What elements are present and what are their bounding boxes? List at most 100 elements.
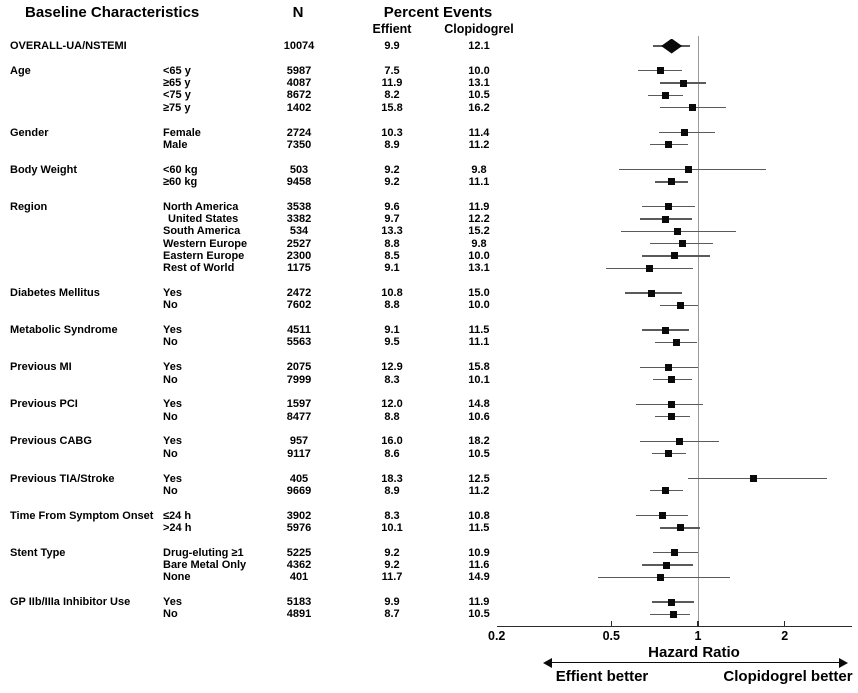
point-estimate-marker (677, 524, 685, 532)
clopidogrel-value: 12.5 (468, 472, 490, 485)
effient-value: 9.9 (384, 596, 400, 609)
clopidogrel-value: 11.1 (468, 175, 490, 188)
n-value: 8672 (286, 89, 312, 102)
subgroup-label: Yes (163, 596, 182, 609)
clopidogrel-value: 11.2 (468, 484, 490, 497)
point-estimate-marker (665, 450, 673, 458)
x-axis-tick-label: 2 (781, 629, 789, 643)
group-label: Previous MI (10, 361, 72, 374)
effient-value: 8.6 (384, 447, 400, 460)
clopidogrel-value: 15.2 (468, 225, 490, 238)
effient-value: 15.8 (381, 101, 403, 114)
clopidogrel-value: 10.0 (468, 249, 490, 262)
subgroup-label: ≥75 y (163, 101, 191, 114)
subgroup-label: None (163, 571, 191, 584)
n-value: 503 (289, 163, 309, 176)
x-axis-tick (697, 620, 699, 626)
point-estimate-marker (665, 363, 673, 371)
subgroup-label: No (163, 447, 178, 460)
x-axis-tick (610, 620, 612, 626)
effient-value: 9.2 (384, 175, 400, 188)
subgroup-label: <75 y (163, 89, 191, 102)
overall-diamond-marker (661, 38, 683, 54)
n-value: 1597 (286, 398, 312, 411)
n-value: 4087 (286, 77, 312, 90)
effient-value: 11.9 (381, 77, 403, 90)
n-value: 7602 (286, 299, 312, 312)
ci-line (598, 576, 730, 578)
point-estimate-marker (679, 79, 687, 87)
n-value: 5987 (286, 64, 312, 77)
group-label: Previous CABG (10, 435, 92, 448)
point-estimate-marker (661, 215, 669, 223)
clopidogrel-value: 11.9 (468, 200, 490, 213)
n-value: 2724 (286, 126, 312, 139)
group-label: Diabetes Mellitus (10, 287, 100, 299)
clopidogrel-value: 10.1 (468, 373, 490, 386)
effient-value: 8.8 (384, 299, 400, 312)
n-value: 1175 (287, 262, 311, 275)
clopidogrel-value: 18.2 (468, 435, 490, 448)
effient-value: 10.8 (381, 287, 403, 299)
n-value: 2527 (286, 237, 312, 250)
clopidogrel-value: 9.8 (471, 237, 487, 250)
point-estimate-marker (665, 203, 673, 211)
point-estimate-marker (668, 598, 676, 606)
clopidogrel-value: 11.9 (468, 596, 490, 609)
subgroup-label: No (163, 608, 178, 621)
effient-value: 18.3 (381, 472, 403, 485)
n-value: 957 (289, 435, 309, 448)
n-value: 3902 (286, 509, 312, 522)
group-label: Body Weight (10, 163, 78, 176)
group-label: Gender (10, 126, 49, 139)
group-label: OVERALL-UA/NSTEMI (10, 40, 127, 52)
n-value: 4511 (287, 324, 311, 337)
subgroup-label: Female (163, 126, 201, 139)
column-header-percent-events: Percent Events (383, 4, 493, 21)
effient-value: 7.5 (384, 64, 400, 77)
subgroup-label: Yes (163, 361, 182, 374)
point-estimate-marker (668, 413, 676, 421)
point-estimate-marker (646, 264, 654, 272)
clopidogrel-value: 12.1 (468, 40, 490, 52)
n-value: 9669 (286, 484, 312, 497)
point-estimate-marker (656, 573, 664, 581)
n-value: 7999 (286, 373, 312, 386)
clopidogrel-value: 10.9 (468, 546, 490, 559)
clopidogrel-value: 10.0 (468, 64, 490, 77)
x-axis-line (496, 625, 852, 627)
point-estimate-marker (750, 475, 758, 482)
point-estimate-marker (648, 289, 656, 297)
point-estimate-marker (663, 561, 671, 569)
point-estimate-marker (672, 338, 680, 346)
n-value: 8477 (286, 410, 312, 423)
effient-value: 11.7 (381, 571, 403, 584)
effient-value: 9.2 (384, 546, 400, 559)
clopidogrel-value: 15.0 (468, 287, 490, 299)
clopidogrel-value: 11.5 (468, 324, 490, 337)
column-header-baseline-characteristics: Baseline Characteristics (25, 4, 200, 21)
subgroup-label: North America (163, 200, 239, 213)
point-estimate-marker (661, 487, 669, 495)
n-value: 4891 (286, 608, 312, 621)
subgroup-label: >24 h (163, 521, 192, 534)
effient-value: 9.5 (384, 336, 400, 349)
point-estimate-marker (671, 549, 679, 557)
clopidogrel-value: 10.8 (468, 509, 490, 522)
x-axis-tick-label: 1 (694, 629, 702, 643)
clopidogrel-value: 11.6 (468, 559, 490, 571)
clopidogrel-value: 11.1 (468, 336, 490, 349)
subgroup-label: Drug-eluting ≥1 (163, 546, 244, 559)
clopidogrel-value: 13.1 (468, 77, 490, 90)
n-value: 9117 (287, 447, 311, 460)
group-label: Metabolic Syndrome (10, 324, 118, 337)
arrowhead-left-icon (543, 657, 552, 668)
clopidogrel-value: 14.8 (468, 398, 490, 411)
effient-value: 9.1 (384, 324, 400, 337)
point-estimate-marker (661, 91, 669, 99)
point-estimate-marker (668, 400, 676, 408)
group-label: Age (10, 64, 31, 77)
n-value: 401 (289, 571, 309, 584)
n-value: 4362 (286, 559, 312, 571)
subgroup-label: Western Europe (163, 237, 248, 250)
